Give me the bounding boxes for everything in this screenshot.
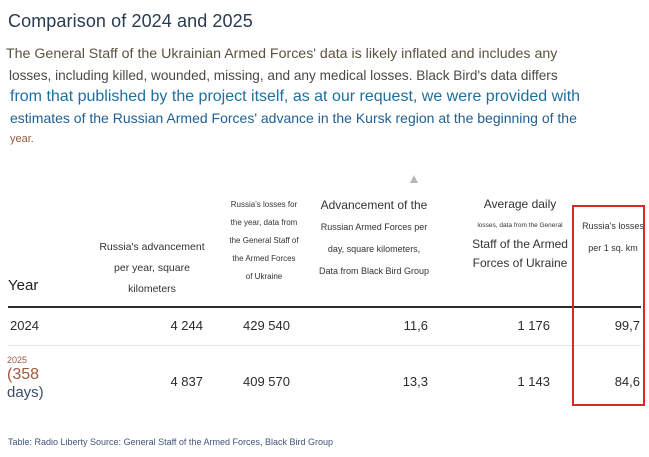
year-label: 2025 <box>7 355 28 365</box>
header-avg-main: Average daily <box>483 197 557 211</box>
header-avg-tail: Staff of the Armed Forces of Ukraine <box>472 237 568 270</box>
source-note: Table: Radio Liberty Source: General Sta… <box>8 437 333 447</box>
cell-kursk: 11,6 <box>403 318 428 333</box>
cell-advancement: 4 837 <box>170 374 203 389</box>
intro-line: from that published by the project itsel… <box>10 88 581 105</box>
cell-losses: 429 540 <box>243 318 290 333</box>
cell-average-daily: 1 143 <box>517 374 550 389</box>
year-days-open: (358 <box>7 366 40 383</box>
header-losses-per-km[interactable]: Russia's losses per 1 sq. km <box>582 221 644 253</box>
header-kursk-main: Advancement of the <box>320 198 428 212</box>
cell-kursk: 13,3 <box>402 374 428 389</box>
highlight-box <box>572 205 645 406</box>
intro-line: The General Staff of the Ukrainian Armed… <box>6 46 558 62</box>
header-kursk-sub: Russian Armed Forces per day, square kil… <box>318 222 430 276</box>
cell-year: 2025 (358 days) <box>7 355 44 401</box>
header-year[interactable]: Year <box>8 277 39 294</box>
intro-line: losses, including killed, wounded, missi… <box>9 68 558 83</box>
sort-ascending-icon[interactable] <box>410 175 418 183</box>
header-average-daily[interactable]: Average daily losses, data from the Gene… <box>462 195 578 273</box>
page-title: Comparison of 2024 and 2025 <box>8 11 253 31</box>
cell-losses: 409 570 <box>243 374 290 389</box>
intro-line: year. <box>10 133 34 145</box>
header-kursk-advancement[interactable]: Advancement of the Russian Armed Forces … <box>318 195 430 282</box>
header-advancement[interactable]: Russia's advancement per year, square ki… <box>99 241 205 295</box>
cell-losses-per-km: 99,7 <box>614 318 640 333</box>
year-days-close: days) <box>7 384 44 401</box>
cell-average-daily: 1 176 <box>517 318 550 333</box>
header-losses[interactable]: Russia's losses for the year, data from … <box>229 200 299 281</box>
cell-advancement: 4 244 <box>170 318 203 333</box>
cell-losses-per-km: 84,6 <box>614 374 640 389</box>
header-avg-sub: losses, data from the General <box>477 222 563 229</box>
row-divider <box>8 345 641 346</box>
intro-text: The General Staff of the Ukrainian Armed… <box>6 44 626 150</box>
cell-year: 2024 <box>10 318 39 333</box>
intro-line: estimates of the Russian Armed Forces' a… <box>10 110 577 126</box>
header-divider <box>8 306 641 308</box>
